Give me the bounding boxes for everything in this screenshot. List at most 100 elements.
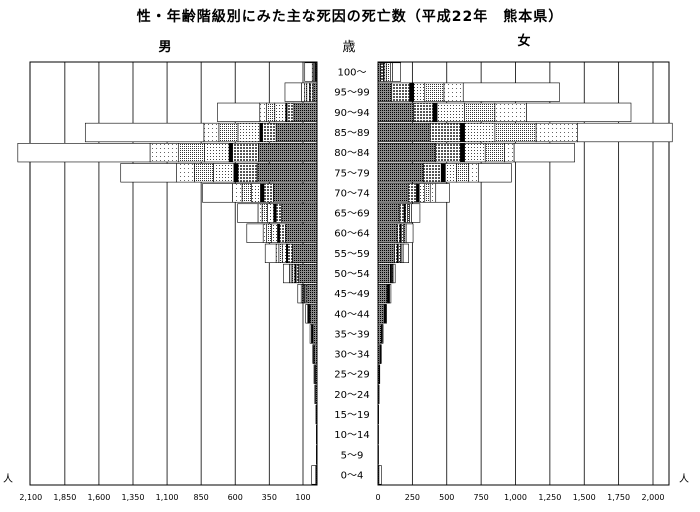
male-bar-segment [260, 183, 265, 203]
female-bar-segment [456, 163, 470, 183]
female-bar-segment [423, 163, 442, 183]
female-bar-segment [440, 163, 446, 183]
male-bar-segment [246, 223, 264, 243]
male-unit-label: 人 [3, 473, 13, 485]
female-bar-segment [468, 163, 479, 183]
age-label: 75～79 [334, 168, 369, 179]
male-tick-label: 1,350 [122, 493, 145, 502]
male-bar-segment [274, 102, 286, 122]
male-bar-segment [298, 263, 318, 284]
female-bar-segment [377, 183, 409, 203]
female-tick-label: 0 [375, 493, 380, 502]
male-bar-segment [176, 163, 195, 183]
female-bar-segment [411, 203, 421, 223]
female-bar-segment [424, 82, 445, 102]
age-label: 0～4 [341, 470, 364, 481]
female-bar-segment [526, 102, 632, 122]
male-tick-label: 1,600 [87, 493, 110, 502]
female-bar-segment [377, 223, 398, 243]
female-bar-segment [504, 143, 515, 163]
male-tick-label: 350 [262, 493, 277, 502]
female-bar-segment [402, 243, 409, 263]
female-bar-segment [484, 143, 505, 163]
male-bar-segment [286, 102, 295, 122]
male-bar-segment [257, 203, 263, 223]
female-bar-segment [460, 122, 465, 143]
male-bar-segment [237, 163, 258, 183]
female-tick-label: 1,000 [504, 493, 527, 502]
male-panel: 2,100 1,850 1,600 1,350 1,100 850 600 350 100 男 … [3, 40, 318, 502]
male-bar-segment [267, 203, 274, 223]
male-bar-segment [312, 82, 318, 102]
male-bar-segment [305, 304, 309, 324]
female-tick-label: 2,000 [642, 493, 665, 502]
female-bar-segment [435, 183, 450, 203]
female-bar-segment [429, 122, 461, 143]
male-bar-segment [312, 344, 314, 364]
age-label: 10～14 [334, 430, 369, 441]
female-bar-segment [429, 183, 437, 203]
male-bar-segment [232, 143, 259, 163]
male-tick-label: 850 [194, 493, 209, 502]
age-label: 95～99 [334, 88, 369, 99]
male-bar-segment [285, 223, 318, 243]
male-bar-segment [237, 122, 261, 143]
male-bar-segment [309, 324, 312, 344]
male-bar-segment [262, 122, 277, 143]
male-bar-segment [275, 122, 318, 143]
female-bar-segment [413, 82, 426, 102]
female-bar-segment [377, 82, 393, 102]
female-bar-segment [407, 183, 417, 203]
female-bar-segment [462, 82, 560, 102]
female-bar-segment [416, 183, 420, 203]
female-bar-segment [398, 243, 401, 263]
male-bar-segment [266, 223, 272, 243]
male-bar-segment [261, 203, 268, 223]
male-bar-segment [304, 62, 313, 82]
male-bar-segment [277, 223, 280, 243]
chart-title: 性・年齢階級別にみた主な死因の死亡数（平成22年 熊本県） [136, 9, 564, 25]
female-bar-segment [577, 122, 673, 143]
female-bar-segment [401, 223, 404, 243]
female-bar-segment [436, 102, 465, 122]
male-bar-segment [278, 243, 283, 263]
male-bar-segment [313, 364, 315, 384]
male-bars [17, 62, 318, 485]
male-bar-segment [237, 203, 259, 223]
age-label: 30～34 [334, 350, 369, 361]
female-tick-label: 1,750 [607, 493, 630, 502]
male-bar-segment [271, 223, 278, 243]
male-tick-label: 2,100 [19, 493, 42, 502]
male-bar-segment [256, 163, 318, 183]
female-bar-segment [390, 62, 393, 82]
female-bar-segment [382, 324, 384, 344]
male-bar-segment [262, 223, 267, 243]
female-bar-segment [377, 102, 415, 122]
female-bar-segment [377, 324, 382, 344]
male-bar-segment [17, 143, 151, 163]
female-bar-segment [432, 102, 438, 122]
female-bar-segment [409, 82, 415, 102]
female-bar-segment [385, 304, 387, 324]
female-bar-segment [378, 465, 382, 485]
male-bar-segment [275, 243, 280, 263]
male-bar-segment [314, 384, 316, 404]
male-bar-segment [259, 102, 267, 122]
male-bar-segment [293, 102, 318, 122]
male-bar-segment [251, 183, 261, 203]
female-bar-segment [418, 183, 426, 203]
female-bar-segment [377, 344, 381, 364]
male-bar-segment [292, 263, 296, 284]
female-bar-segment [443, 82, 464, 102]
male-bar-segment [263, 183, 274, 203]
female-bar-segment [464, 122, 496, 143]
male-bar-segment [264, 243, 277, 263]
male-bar-segment [194, 163, 214, 183]
female-bar-segment [377, 263, 390, 284]
female-bar-segment [377, 62, 382, 82]
female-bar-segment [535, 122, 578, 143]
female-bar-segment [377, 203, 401, 223]
male-bar-segment [213, 163, 235, 183]
male-bar-segment [304, 82, 308, 102]
male-bar-segment [232, 183, 243, 203]
